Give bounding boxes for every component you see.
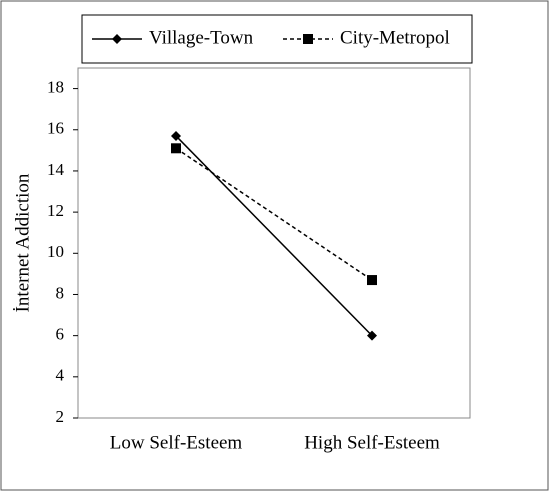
y-tick-label: 16 xyxy=(47,119,64,138)
marker xyxy=(367,275,377,286)
y-tick-label: 14 xyxy=(47,160,65,179)
plot-border xyxy=(77,67,471,419)
y-tick-label: 4 xyxy=(56,366,65,385)
y-tick-label: 2 xyxy=(56,407,65,426)
legend-label: Village-Town xyxy=(149,27,254,48)
x-tick-label: High Self-Esteem xyxy=(304,432,440,453)
marker xyxy=(171,143,181,154)
marker xyxy=(367,330,377,341)
series-line xyxy=(175,135,373,337)
y-tick-label: 8 xyxy=(56,283,65,302)
y-tick-label: 18 xyxy=(47,77,64,96)
y-axis-label: İnternet Addiction xyxy=(12,173,33,312)
y-tick-label: 6 xyxy=(56,325,65,344)
series-line xyxy=(175,147,373,281)
legend-box xyxy=(81,14,473,64)
legend-marker xyxy=(112,34,122,44)
x-tick-label: Low Self-Esteem xyxy=(110,432,243,453)
y-tick-label: 12 xyxy=(47,201,64,220)
legend-marker xyxy=(303,34,313,44)
marker xyxy=(171,130,181,141)
y-tick-label: 10 xyxy=(47,242,64,261)
legend-label: City-Metropol xyxy=(340,27,450,48)
